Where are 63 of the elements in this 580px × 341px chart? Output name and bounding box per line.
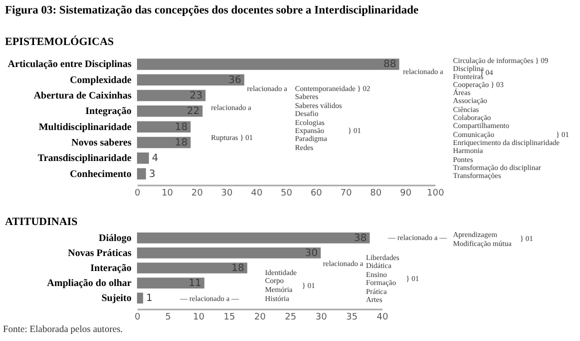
data-label: 18 xyxy=(232,263,244,274)
y-tick-label: Sujeito xyxy=(102,293,132,304)
bar xyxy=(137,292,144,304)
text: ATITUDINAIS xyxy=(5,216,78,228)
bar xyxy=(137,74,244,86)
x-tick-label: 80 xyxy=(370,188,382,198)
x-tick-label: 90 xyxy=(400,188,412,198)
bar xyxy=(137,232,370,244)
y-tick-label: Integração xyxy=(85,106,132,118)
x-tick-label: 20 xyxy=(191,188,204,198)
bar xyxy=(137,152,149,164)
bar xyxy=(137,168,146,180)
y-tick-label: Diálogo xyxy=(98,232,132,244)
x-tick-label: 40 xyxy=(250,188,263,198)
x-tick-label: 20 xyxy=(254,312,266,322)
x-tick-label: 0 xyxy=(134,312,141,322)
y-tick-label: Conhecimento xyxy=(70,168,132,180)
data-label: 11 xyxy=(188,278,202,290)
x-tick-label: 30 xyxy=(316,312,328,322)
x-tick-label: 10 xyxy=(193,312,205,322)
data-label: 1 xyxy=(146,293,152,304)
x-tick-label: 40 xyxy=(376,312,388,322)
x-tick-label: 100 xyxy=(426,188,444,198)
data-label: 38 xyxy=(354,232,367,244)
x-tick-label: 0 xyxy=(134,188,141,198)
x-tick-label: 5 xyxy=(165,312,171,322)
x-tick-label: 10 xyxy=(162,188,174,198)
x-tick-label: 35 xyxy=(346,312,358,322)
data-label: 88 xyxy=(384,59,396,70)
y-tick-label: Novos saberes xyxy=(71,137,132,148)
data-label: 23 xyxy=(190,90,203,102)
x-tick-label: 50 xyxy=(280,188,292,198)
data-label: 4 xyxy=(152,153,158,164)
x-tick-label: 25 xyxy=(284,312,296,322)
bar xyxy=(137,136,191,148)
x-tick-label: 15 xyxy=(224,312,236,322)
bar xyxy=(137,90,206,102)
bar xyxy=(137,106,203,117)
bar xyxy=(137,278,204,288)
x-tick-label: 30 xyxy=(221,188,233,198)
bar xyxy=(137,58,400,70)
source-note: Fonte: Elaborada pelos autores. xyxy=(3,325,123,335)
y-tick-label: Articulação entre Disciplinas xyxy=(8,59,132,70)
chart-subtitle: EPISTEMOLÓGICAS xyxy=(5,35,114,48)
y-tick-label: Novas Práticas xyxy=(68,248,132,259)
bar xyxy=(137,262,248,274)
data-label: 22 xyxy=(186,106,200,118)
x-tick-label: 60 xyxy=(310,188,322,198)
bar xyxy=(137,121,191,132)
y-tick-label: Ampliação do olhar xyxy=(47,278,132,290)
chart-title: Figura 03: Sistematização das concepções dos docentes sobre a Interdisciplinaridade xyxy=(5,4,418,16)
data-label: 3 xyxy=(148,168,156,180)
data-label: 18 xyxy=(174,122,188,133)
y-tick-label: Transdisciplinaridade xyxy=(38,153,132,164)
data-label: 18 xyxy=(174,137,188,148)
y-tick-label: Abertura de Caixinhas xyxy=(34,90,132,102)
bar xyxy=(137,248,321,258)
x-tick-label: 70 xyxy=(340,188,352,198)
data-label: 30 xyxy=(305,248,318,259)
y-tick-label: Complexidade xyxy=(70,74,132,86)
y-tick-label: Interação xyxy=(90,263,132,274)
data-label: 36 xyxy=(228,74,242,86)
y-tick-label: Multidisciplinaridade xyxy=(38,122,132,133)
